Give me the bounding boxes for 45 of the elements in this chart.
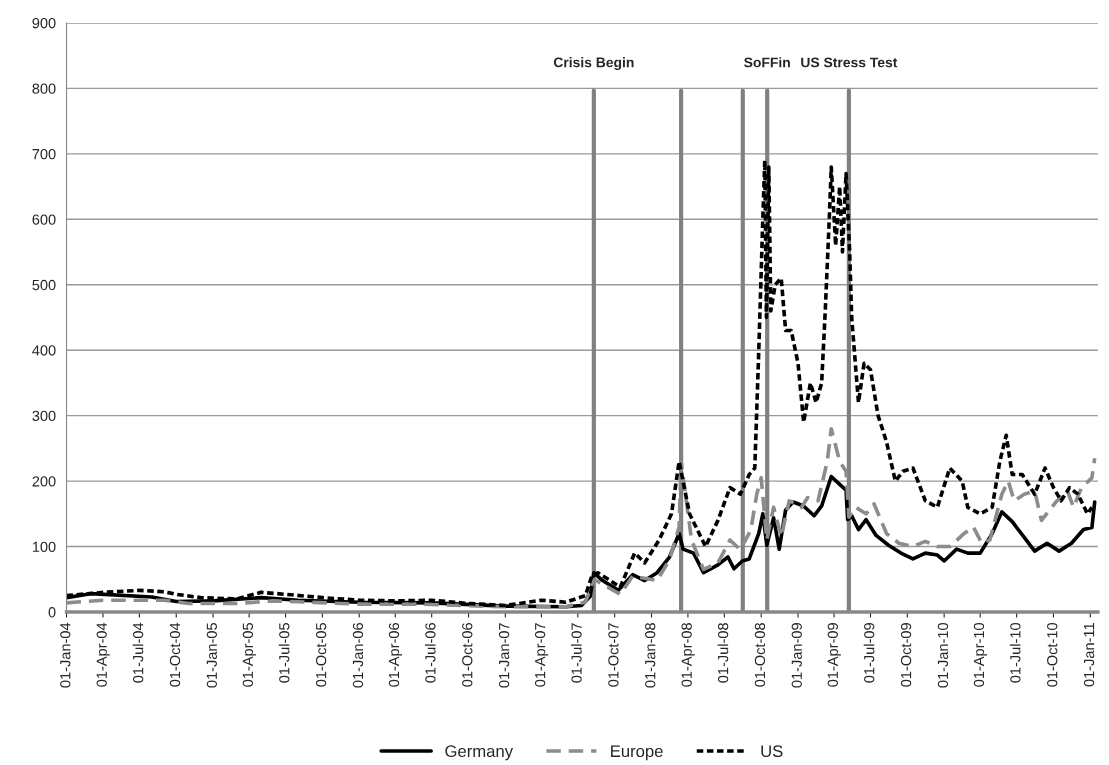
y-tick-label: 0	[48, 607, 56, 618]
x-tick-label: 01-Jan-04	[60, 622, 71, 688]
x-tick-label: 01-Oct-08	[754, 623, 766, 687]
x-tick-label: 01-Jul-06	[424, 623, 436, 683]
ref-line-label: Crisis Begin	[553, 57, 634, 71]
y-tick-label: 800	[32, 83, 56, 94]
y-tick-label: 700	[32, 148, 56, 160]
x-tick-label: 01-Jul-08	[717, 623, 729, 683]
y-tick-label: 500	[32, 279, 56, 291]
x-tick-label: 01-Jan-07	[498, 623, 510, 688]
x-tick-label: 01-Jan-06	[352, 623, 364, 688]
x-tick-label: 01-Oct-09	[900, 623, 912, 687]
y-tick-label: 100	[32, 541, 56, 552]
x-tick-label: 01-Oct-04	[169, 622, 181, 687]
x-tick-label: 01-Apr-07	[534, 623, 549, 687]
x-tick-label: 01-Jul-04	[132, 622, 144, 683]
legend-label: Germany	[445, 745, 514, 761]
x-tick-label: 01-Apr-06	[388, 623, 403, 687]
x-tick-label: 01-Apr-09	[827, 623, 841, 687]
ref-line-label: US Stress Test	[801, 57, 898, 68]
x-tick-label: 01-Apr-10	[973, 622, 987, 687]
x-tick-label: 01-Apr-08	[681, 623, 695, 687]
x-tick-label: 01-Jan-09	[791, 623, 802, 688]
x-tick-label: 01-Apr-05	[242, 623, 256, 687]
x-tick-label: 01-Jul-07	[571, 623, 582, 683]
y-tick-label: 900	[32, 18, 56, 29]
x-tick-label: 01-Jan-08	[645, 623, 656, 688]
x-tick-label: 01-Oct-05	[315, 623, 327, 687]
ref-line-label: SoFFin	[744, 57, 790, 68]
x-tick-label: 01-Oct-07	[608, 623, 619, 687]
legend-label: Europe	[611, 745, 663, 761]
y-tick-label: 200	[32, 476, 56, 487]
x-tick-label: 01-Jan-11	[1083, 623, 1095, 687]
x-tick-label: 01-Jul-10	[1009, 622, 1021, 683]
y-tick-label: 600	[32, 214, 56, 225]
x-tick-label: 01-Jul-09	[863, 623, 875, 683]
x-tick-label: 01-Oct-06	[462, 623, 473, 687]
x-tick-label: 01-Jan-10	[937, 622, 949, 688]
x-tick-label: 01-Apr-04	[96, 622, 110, 687]
y-tick-label: 400	[32, 345, 56, 356]
x-tick-label: 01-Oct-10	[1047, 622, 1058, 687]
legend-label: US	[761, 745, 783, 758]
x-tick-label: 01-Jul-05	[278, 623, 290, 683]
y-tick-label: 300	[32, 410, 56, 422]
x-tick-label: 01-Jan-05	[206, 623, 217, 688]
